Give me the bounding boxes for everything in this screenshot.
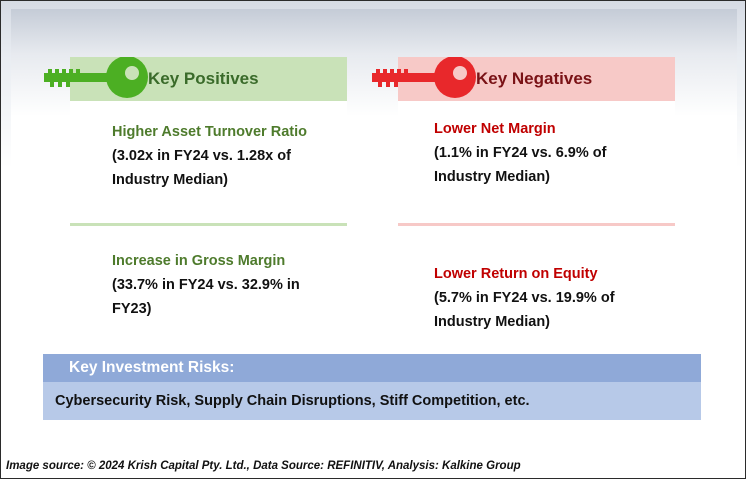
positive-item-detail: (33.7% in FY24 vs. 32.9% in FY23) <box>112 277 300 317</box>
positive-item-title: Increase in Gross Margin <box>112 253 286 269</box>
negatives-divider <box>398 223 675 226</box>
key-negatives-column: Key Negatives Lower Net Margin (1.1% in … <box>372 57 675 354</box>
negative-item-title: Lower Return on Equity <box>434 266 598 282</box>
risks-header: Key Investment Risks: <box>43 354 701 382</box>
negative-item-1: Lower Net Margin (1.1% in FY24 vs. 6.9% … <box>434 117 664 189</box>
key-investment-risks: Key Investment Risks: Cybersecurity Risk… <box>43 354 701 420</box>
red-key-icon <box>372 57 476 98</box>
positive-item-detail: (3.02x in FY24 vs. 1.28x of Industry Med… <box>112 148 291 188</box>
negative-item-title: Lower Net Margin <box>434 121 556 137</box>
negative-item-detail: (5.7% in FY24 vs. 19.9% of Industry Medi… <box>434 290 615 330</box>
positive-item-2: Increase in Gross Margin (33.7% in FY24 … <box>112 249 342 321</box>
positives-divider <box>70 223 347 226</box>
negative-item-2: Lower Return on Equity (5.7% in FY24 vs.… <box>434 262 664 334</box>
positive-item-title: Higher Asset Turnover Ratio <box>112 124 307 140</box>
key-positives-column: Key Positives Higher Asset Turnover Rati… <box>44 57 347 354</box>
negative-item-detail: (1.1% in FY24 vs. 6.9% of Industry Media… <box>434 145 607 185</box>
risks-text: Cybersecurity Risk, Supply Chain Disrupt… <box>55 393 530 409</box>
positive-item-1: Higher Asset Turnover Ratio (3.02x in FY… <box>112 120 342 192</box>
image-source-caption: Image source: © 2024 Krish Capital Pty. … <box>6 460 521 472</box>
risks-body: Cybersecurity Risk, Supply Chain Disrupt… <box>43 382 701 420</box>
key-positives-title: Key Positives <box>148 69 259 88</box>
green-key-icon <box>44 57 148 98</box>
risks-title: Key Investment Risks: <box>69 359 235 376</box>
key-negatives-title: Key Negatives <box>476 69 593 88</box>
